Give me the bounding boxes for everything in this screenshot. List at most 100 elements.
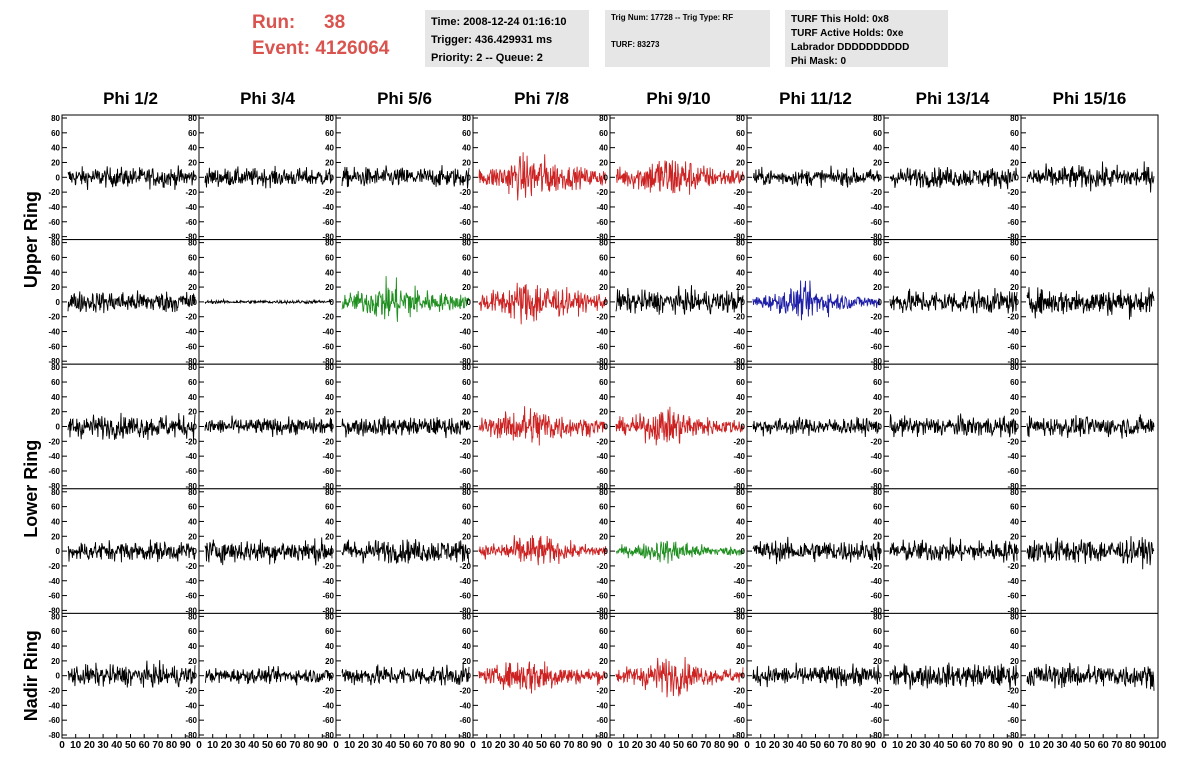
x-tick-label: 20 bbox=[769, 740, 781, 751]
y-tick-label: -40 bbox=[459, 203, 471, 212]
y-tick-label: -20 bbox=[733, 313, 745, 322]
y-tick-label: -40 bbox=[596, 577, 608, 586]
y-tick-label: 40 bbox=[462, 517, 471, 526]
y-tick-label: 0 bbox=[467, 672, 472, 681]
y-tick-label: 0 bbox=[878, 423, 883, 432]
y-tick-label: -40 bbox=[733, 328, 745, 337]
y-tick-label: 60 bbox=[325, 253, 334, 262]
x-tick-label: 90 bbox=[1139, 740, 1151, 751]
x-tick-label: 70 bbox=[700, 740, 712, 751]
waveform-trace bbox=[341, 165, 470, 189]
x-tick-label: 0 bbox=[744, 740, 750, 751]
y-tick-label: 0 bbox=[330, 672, 335, 681]
x-tick-label: 10 bbox=[70, 740, 82, 751]
y-tick-label: 80 bbox=[188, 239, 197, 248]
y-tick-label: 0 bbox=[878, 672, 883, 681]
y-tick-label: -60 bbox=[185, 592, 197, 601]
y-tick-label: -80 bbox=[1007, 233, 1019, 242]
y-tick-label: -40 bbox=[48, 328, 60, 337]
y-tick-label: -20 bbox=[185, 437, 197, 446]
y-tick-label: -20 bbox=[322, 188, 334, 197]
x-tick-label: 40 bbox=[522, 740, 534, 751]
y-tick-label: 60 bbox=[736, 378, 745, 387]
y-tick-label: 40 bbox=[188, 393, 197, 402]
y-tick-label: -40 bbox=[596, 701, 608, 710]
y-tick-label: 80 bbox=[188, 363, 197, 372]
y-tick-label: -20 bbox=[48, 687, 60, 696]
priority-line: Priority: 2 -- Queue: 2 bbox=[431, 52, 543, 64]
y-tick-label: 40 bbox=[1010, 517, 1019, 526]
y-tick-label: 60 bbox=[599, 253, 608, 262]
y-tick-label: -40 bbox=[733, 577, 745, 586]
x-tick-label: 90 bbox=[728, 740, 740, 751]
y-tick-label: -40 bbox=[870, 203, 882, 212]
y-tick-label: 0 bbox=[878, 298, 883, 307]
y-tick-label: 40 bbox=[325, 517, 334, 526]
y-tick-label: -40 bbox=[596, 452, 608, 461]
y-tick-label: 60 bbox=[873, 378, 882, 387]
y-tick-label: -20 bbox=[48, 437, 60, 446]
y-tick-label: 40 bbox=[736, 517, 745, 526]
y-tick-label: 0 bbox=[604, 423, 609, 432]
y-tick-label: 20 bbox=[599, 657, 608, 666]
y-tick-label: -80 bbox=[870, 357, 882, 366]
y-tick-label: 60 bbox=[873, 503, 882, 512]
y-tick-label: -20 bbox=[185, 687, 197, 696]
y-tick-label: -60 bbox=[733, 218, 745, 227]
run-label: Run: bbox=[252, 12, 296, 33]
y-tick-label: 40 bbox=[188, 268, 197, 277]
waveform-trace bbox=[752, 662, 881, 689]
x-tick-label: 40 bbox=[933, 740, 945, 751]
y-tick-label: -40 bbox=[459, 577, 471, 586]
y-tick-label: -80 bbox=[459, 606, 471, 615]
y-tick-label: 0 bbox=[604, 298, 609, 307]
y-tick-label: 80 bbox=[736, 114, 745, 123]
y-tick-label: 0 bbox=[193, 547, 198, 556]
waveform-trace bbox=[67, 660, 196, 688]
y-tick-label: 20 bbox=[599, 283, 608, 292]
y-tick-label: -60 bbox=[870, 716, 882, 725]
y-tick-label: 80 bbox=[736, 612, 745, 621]
y-tick-label: -40 bbox=[733, 203, 745, 212]
trigger-line: Trigger: 436.429931 ms bbox=[431, 34, 553, 46]
y-tick-label: 20 bbox=[325, 158, 334, 167]
y-tick-label: 40 bbox=[188, 517, 197, 526]
y-tick-label: 40 bbox=[1010, 642, 1019, 651]
y-tick-label: -20 bbox=[48, 188, 60, 197]
y-tick-label: -60 bbox=[322, 467, 334, 476]
y-tick-label: -60 bbox=[48, 218, 60, 227]
x-tick-label: 60 bbox=[413, 740, 425, 751]
waveform-trace bbox=[1026, 414, 1155, 439]
waveform-trace bbox=[615, 406, 744, 446]
y-tick-label: 0 bbox=[741, 298, 746, 307]
row-group-label: Lower Ring bbox=[21, 440, 41, 538]
x-tick-label: 90 bbox=[591, 740, 603, 751]
x-tick-label: 60 bbox=[961, 740, 973, 751]
y-tick-label: -60 bbox=[1007, 342, 1019, 351]
y-tick-label: 40 bbox=[873, 642, 882, 651]
y-tick-label: 80 bbox=[325, 363, 334, 372]
y-tick-label: 0 bbox=[56, 672, 61, 681]
x-tick-label: 70 bbox=[974, 740, 986, 751]
y-tick-label: 60 bbox=[188, 253, 197, 262]
y-tick-label: -60 bbox=[870, 592, 882, 601]
x-tick-label: 70 bbox=[426, 740, 438, 751]
x-tick-label: 100 bbox=[1150, 740, 1167, 751]
x-tick-label: 20 bbox=[906, 740, 918, 751]
y-tick-label: 40 bbox=[51, 144, 60, 153]
y-tick-label: 40 bbox=[599, 268, 608, 277]
y-tick-label: -60 bbox=[596, 218, 608, 227]
x-tick-label: 70 bbox=[563, 740, 575, 751]
y-tick-label: -20 bbox=[733, 562, 745, 571]
x-tick-label: 80 bbox=[1125, 740, 1137, 751]
y-tick-label: 0 bbox=[604, 173, 609, 182]
y-tick-label: 80 bbox=[462, 488, 471, 497]
y-tick-label: 60 bbox=[462, 503, 471, 512]
waveform-trace bbox=[1026, 662, 1155, 691]
x-tick-label: 80 bbox=[851, 740, 863, 751]
x-tick-label: 50 bbox=[536, 740, 548, 751]
x-tick-label: 50 bbox=[947, 740, 959, 751]
y-tick-label: 80 bbox=[599, 363, 608, 372]
x-tick-label: 70 bbox=[152, 740, 164, 751]
y-tick-label: -60 bbox=[596, 467, 608, 476]
